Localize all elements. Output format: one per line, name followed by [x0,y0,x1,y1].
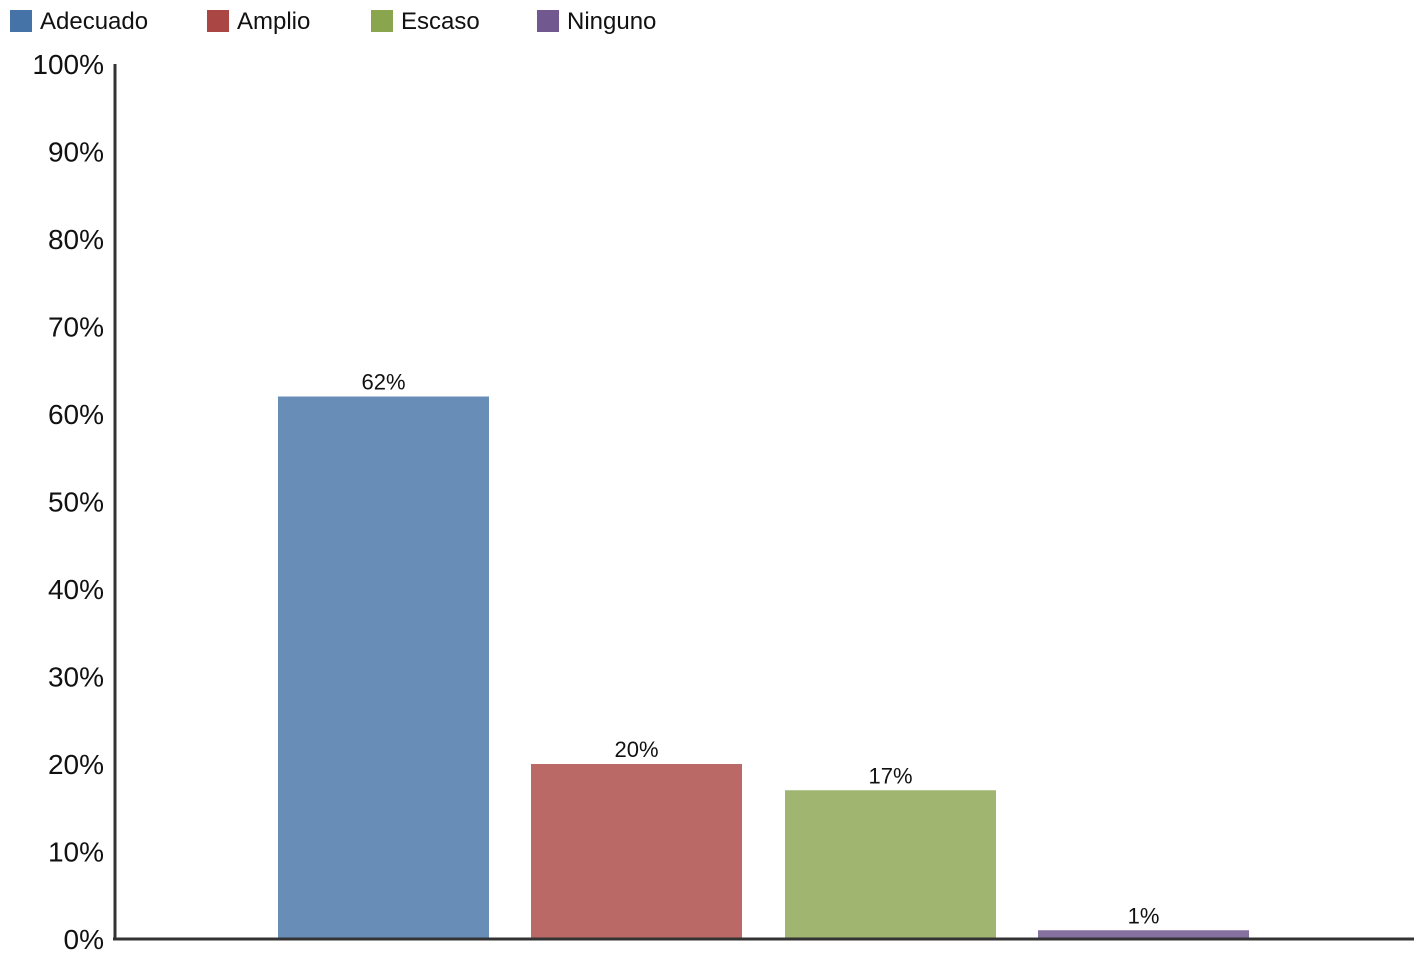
bar-escaso[interactable] [785,790,996,939]
y-tick-label: 90% [48,137,104,168]
data-label-adecuado: 62% [361,370,405,395]
data-label-escaso: 17% [868,763,912,788]
y-axis-ticks: 0% 10% 20% 30% 40% 50% 60% 70% 80% 90% 100% [32,49,104,954]
y-tick-label: 80% [48,224,104,255]
bar-adecuado[interactable] [278,396,489,940]
bars-group [278,396,1249,940]
y-tick-label: 40% [48,574,104,605]
legend-swatch [371,10,393,32]
y-tick-label: 30% [48,662,104,693]
legend-label: Adecuado [40,8,148,35]
legend-label: Escaso [401,8,480,35]
legend-swatch [10,10,32,32]
y-tick-label: 100% [32,49,104,80]
legend-item-adecuado[interactable]: Adecuado [10,8,148,35]
data-label-amplio: 20% [614,737,658,762]
y-tick-label: 0% [64,924,104,954]
y-tick-label: 10% [48,837,104,868]
data-label-ninguno: 1% [1128,903,1160,928]
y-tick-label: 70% [48,312,104,343]
legend-label: Ninguno [567,8,656,35]
legend-swatch [207,10,229,32]
legend-swatch [537,10,559,32]
legend-item-ninguno[interactable]: Ninguno [537,8,656,35]
data-labels-group: 62% 20% 17% 1% [361,370,1159,929]
chart-legend: Adecuado Amplio Escaso Ninguno [10,8,656,35]
bar-amplio[interactable] [531,764,742,939]
legend-item-escaso[interactable]: Escaso [371,8,480,35]
legend-item-amplio[interactable]: Amplio [207,8,310,35]
y-tick-label: 60% [48,399,104,430]
y-tick-label: 50% [48,487,104,518]
y-tick-label: 20% [48,749,104,780]
bar-ninguno[interactable] [1038,930,1249,939]
legend-label: Amplio [237,8,310,35]
